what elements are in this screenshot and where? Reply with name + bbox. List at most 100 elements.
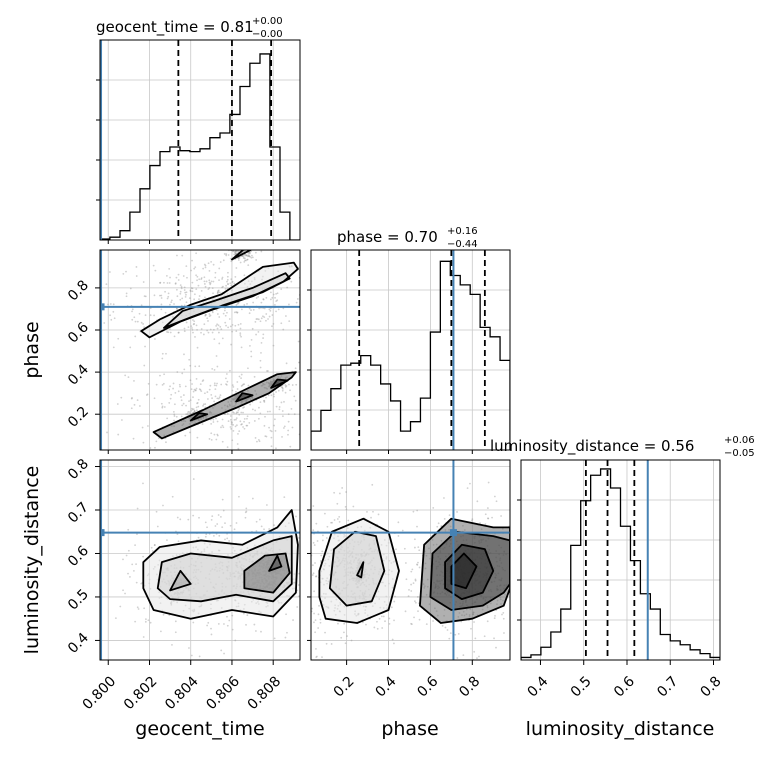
sample-point <box>314 631 317 634</box>
sample-point <box>130 397 133 400</box>
sample-point <box>255 297 258 299</box>
sample-point <box>341 487 344 489</box>
sample-point <box>248 307 251 310</box>
sample-point <box>254 320 257 323</box>
sample-point <box>167 331 170 334</box>
sample-point <box>198 655 201 658</box>
sample-point <box>414 546 416 549</box>
sample-point <box>246 424 249 427</box>
sample-point <box>262 298 265 301</box>
sample-point <box>345 508 348 511</box>
sample-point <box>207 320 209 322</box>
sample-point <box>263 316 266 319</box>
sample-point <box>159 282 161 284</box>
sample-point <box>478 655 480 658</box>
sample-point <box>405 578 408 581</box>
hist-frame-luminosity_distance <box>520 459 721 661</box>
sample-point <box>211 310 214 313</box>
sample-point <box>224 314 227 317</box>
sample-point <box>174 282 177 285</box>
sample-point <box>183 368 186 371</box>
sample-point <box>185 404 187 407</box>
sample-point <box>254 437 257 439</box>
sample-point <box>414 601 417 604</box>
sample-point <box>250 254 253 257</box>
sample-point <box>283 400 285 403</box>
sample-point <box>249 345 251 347</box>
sample-point <box>271 296 274 299</box>
sample-point <box>229 415 232 417</box>
sample-point <box>215 438 218 441</box>
sample-point <box>176 533 179 535</box>
sample-point <box>195 252 198 255</box>
sample-point <box>191 281 194 284</box>
sample-point <box>388 622 391 625</box>
sample-point <box>410 623 413 626</box>
sample-point <box>135 266 138 268</box>
sample-point <box>219 394 222 397</box>
sample-point <box>269 291 272 294</box>
sample-point <box>190 409 193 412</box>
sample-point <box>414 600 416 603</box>
sample-point <box>247 254 250 256</box>
sample-point <box>281 389 284 392</box>
sample-point <box>173 335 176 338</box>
sample-point <box>502 611 505 614</box>
sample-point <box>201 423 204 425</box>
sample-point <box>169 385 171 388</box>
sample-point <box>160 402 163 405</box>
sample-point <box>204 266 207 269</box>
sample-point <box>192 408 195 411</box>
sample-point <box>246 417 248 420</box>
sample-point <box>190 269 193 272</box>
sample-point <box>235 330 238 333</box>
sample-point <box>417 561 419 564</box>
sample-point <box>333 519 336 521</box>
sample-point <box>179 385 181 388</box>
sample-point <box>284 636 287 639</box>
sample-point <box>484 523 487 526</box>
sample-point <box>210 518 213 521</box>
sample-point <box>191 407 193 410</box>
sample-point <box>159 630 162 633</box>
sample-point <box>338 515 341 518</box>
sample-point <box>245 510 248 513</box>
sample-point <box>199 383 202 386</box>
title-luminosity-distance-sup: +0.06 <box>724 435 755 446</box>
sample-point <box>205 314 207 316</box>
sample-point <box>210 633 213 636</box>
sample-point <box>263 401 266 403</box>
sample-point <box>107 303 109 306</box>
sample-point <box>324 631 326 634</box>
sample-point <box>280 288 283 291</box>
sample-point <box>282 328 285 331</box>
sample-point <box>234 324 237 327</box>
sample-point <box>243 254 246 256</box>
sample-point <box>179 518 182 521</box>
sample-point <box>493 617 496 620</box>
sample-point <box>193 388 196 391</box>
sample-point <box>245 424 248 427</box>
sample-point <box>263 399 265 402</box>
sample-point <box>199 388 202 391</box>
sample-point <box>444 626 447 629</box>
sample-point <box>315 522 318 525</box>
sample-point <box>170 393 173 396</box>
sample-point <box>246 255 249 258</box>
sample-point <box>185 265 188 268</box>
sample-point <box>251 327 254 330</box>
sample-point <box>198 365 201 368</box>
sample-point <box>127 572 129 575</box>
sample-point <box>194 336 196 338</box>
sample-point <box>200 331 202 334</box>
sample-point <box>164 290 166 293</box>
contour-line <box>169 569 192 592</box>
sample-point <box>109 271 111 273</box>
sample-point <box>250 350 253 353</box>
sample-point <box>252 301 255 304</box>
sample-point <box>211 397 213 400</box>
sample-point <box>159 374 161 377</box>
sample-point <box>285 362 288 365</box>
sample-point <box>365 623 367 626</box>
sample-point <box>143 607 146 610</box>
